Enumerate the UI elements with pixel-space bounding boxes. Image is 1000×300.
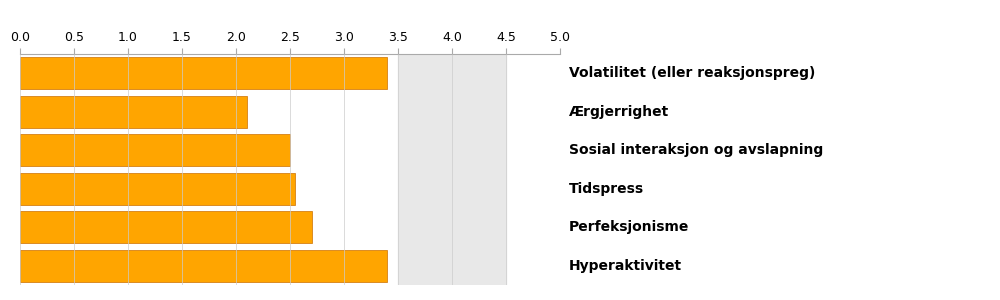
Bar [20,250,387,281]
Text: Hyperaktivitet: Hyperaktivitet [569,259,682,273]
Bar [20,212,312,243]
Bar [20,58,387,89]
Bar [20,134,290,166]
Text: Ærgjerrighet: Ærgjerrighet [569,105,669,119]
Text: Tidspress: Tidspress [569,182,644,196]
Bar [398,54,506,285]
Bar [20,96,247,128]
Text: Volatilitet (eller reaksjonspreg): Volatilitet (eller reaksjonspreg) [569,66,815,80]
Bar [20,173,295,205]
Text: Sosial interaksjon og avslapning: Sosial interaksjon og avslapning [569,143,823,157]
Text: Perfeksjonisme: Perfeksjonisme [569,220,689,234]
